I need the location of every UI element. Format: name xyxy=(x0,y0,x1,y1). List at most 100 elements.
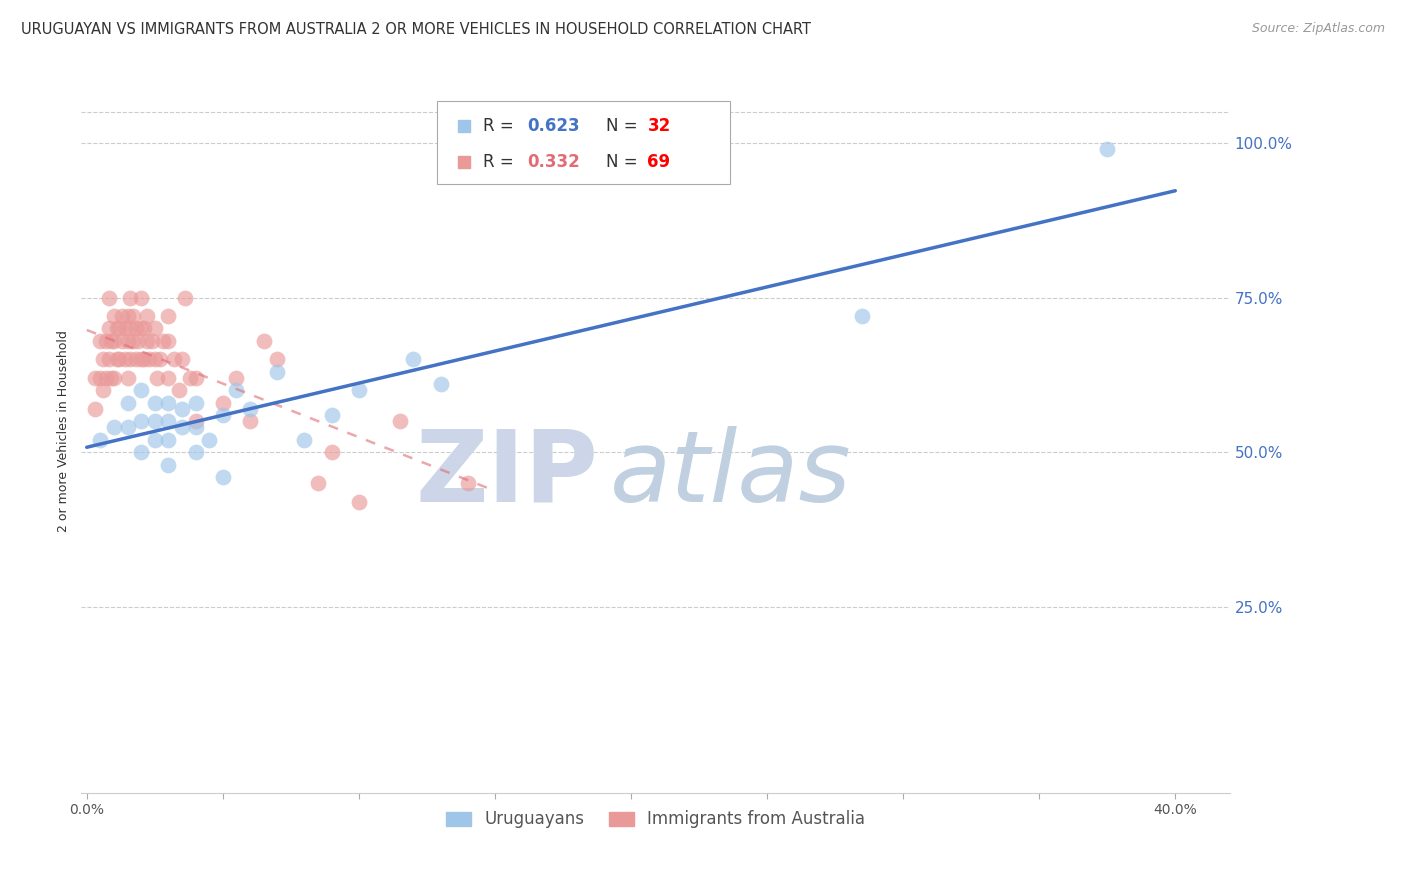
Point xyxy=(125,321,148,335)
Point xyxy=(388,414,411,428)
Point xyxy=(170,401,193,416)
Point xyxy=(120,352,142,367)
Point xyxy=(167,384,190,398)
Point xyxy=(89,334,111,348)
Point xyxy=(173,291,195,305)
Point xyxy=(347,384,370,398)
Point xyxy=(114,352,136,367)
Point xyxy=(225,371,247,385)
Point xyxy=(117,309,139,323)
Point xyxy=(157,371,180,385)
Point xyxy=(252,334,274,348)
Point xyxy=(198,433,221,447)
Point xyxy=(132,352,155,367)
Point xyxy=(321,408,343,422)
Point xyxy=(981,215,1004,229)
Point xyxy=(152,334,174,348)
Legend: Uruguayans, Immigrants from Australia: Uruguayans, Immigrants from Australia xyxy=(439,804,872,835)
Point xyxy=(129,384,152,398)
Text: ZIP: ZIP xyxy=(415,425,598,523)
Point xyxy=(129,414,152,428)
Point xyxy=(103,309,125,323)
Point xyxy=(157,433,180,447)
Point xyxy=(111,309,134,323)
Point xyxy=(105,352,128,367)
Point xyxy=(127,334,149,348)
Point xyxy=(225,384,247,398)
Point xyxy=(184,395,207,409)
Point xyxy=(135,309,157,323)
Point xyxy=(239,401,262,416)
Point xyxy=(179,371,201,385)
Point xyxy=(184,371,207,385)
Point xyxy=(347,495,370,509)
Point xyxy=(117,371,139,385)
Point xyxy=(457,476,479,491)
Point xyxy=(211,408,233,422)
Point xyxy=(157,334,180,348)
Point xyxy=(157,395,180,409)
Text: 32: 32 xyxy=(648,117,671,135)
Point xyxy=(129,321,152,335)
Point xyxy=(170,420,193,434)
Point xyxy=(114,321,136,335)
Point xyxy=(402,352,425,367)
Point xyxy=(429,377,451,392)
Point xyxy=(157,458,180,472)
Point xyxy=(100,371,122,385)
Point xyxy=(163,352,186,367)
Point xyxy=(94,334,117,348)
Point xyxy=(211,470,233,484)
Point xyxy=(117,395,139,409)
Point xyxy=(103,420,125,434)
Point xyxy=(135,334,157,348)
Point xyxy=(981,185,1004,199)
Point xyxy=(97,352,120,367)
Point xyxy=(132,321,155,335)
Point xyxy=(122,309,145,323)
Point xyxy=(105,321,128,335)
Point xyxy=(239,414,262,428)
Point xyxy=(143,433,166,447)
Point xyxy=(157,414,180,428)
Point xyxy=(89,371,111,385)
Point xyxy=(91,352,114,367)
Text: R =: R = xyxy=(484,153,519,170)
Point xyxy=(122,334,145,348)
Point xyxy=(129,291,152,305)
Point xyxy=(89,433,111,447)
Point xyxy=(321,445,343,459)
Point xyxy=(129,352,152,367)
Point xyxy=(103,371,125,385)
Point xyxy=(307,476,329,491)
Point xyxy=(157,309,180,323)
Point xyxy=(146,371,169,385)
Point xyxy=(138,352,160,367)
Point xyxy=(100,334,122,348)
Text: URUGUAYAN VS IMMIGRANTS FROM AUSTRALIA 2 OR MORE VEHICLES IN HOUSEHOLD CORRELATI: URUGUAYAN VS IMMIGRANTS FROM AUSTRALIA 2… xyxy=(21,22,811,37)
Text: R =: R = xyxy=(484,117,519,135)
Text: 0.332: 0.332 xyxy=(527,153,579,170)
Point xyxy=(143,395,166,409)
Point xyxy=(108,321,131,335)
Point xyxy=(149,352,172,367)
Point xyxy=(141,334,163,348)
Point xyxy=(1097,142,1119,156)
Point xyxy=(103,334,125,348)
Point xyxy=(120,291,142,305)
Point xyxy=(97,291,120,305)
Point xyxy=(125,352,148,367)
Text: N =: N = xyxy=(606,153,643,170)
Text: atlas: atlas xyxy=(610,425,851,523)
Point xyxy=(184,414,207,428)
Point xyxy=(108,352,131,367)
Point xyxy=(97,321,120,335)
Point xyxy=(184,445,207,459)
Point xyxy=(91,384,114,398)
Point xyxy=(294,433,316,447)
Point xyxy=(117,420,139,434)
Point xyxy=(111,334,134,348)
Y-axis label: 2 or more Vehicles in Household: 2 or more Vehicles in Household xyxy=(58,330,70,532)
Point xyxy=(143,414,166,428)
Point xyxy=(129,445,152,459)
